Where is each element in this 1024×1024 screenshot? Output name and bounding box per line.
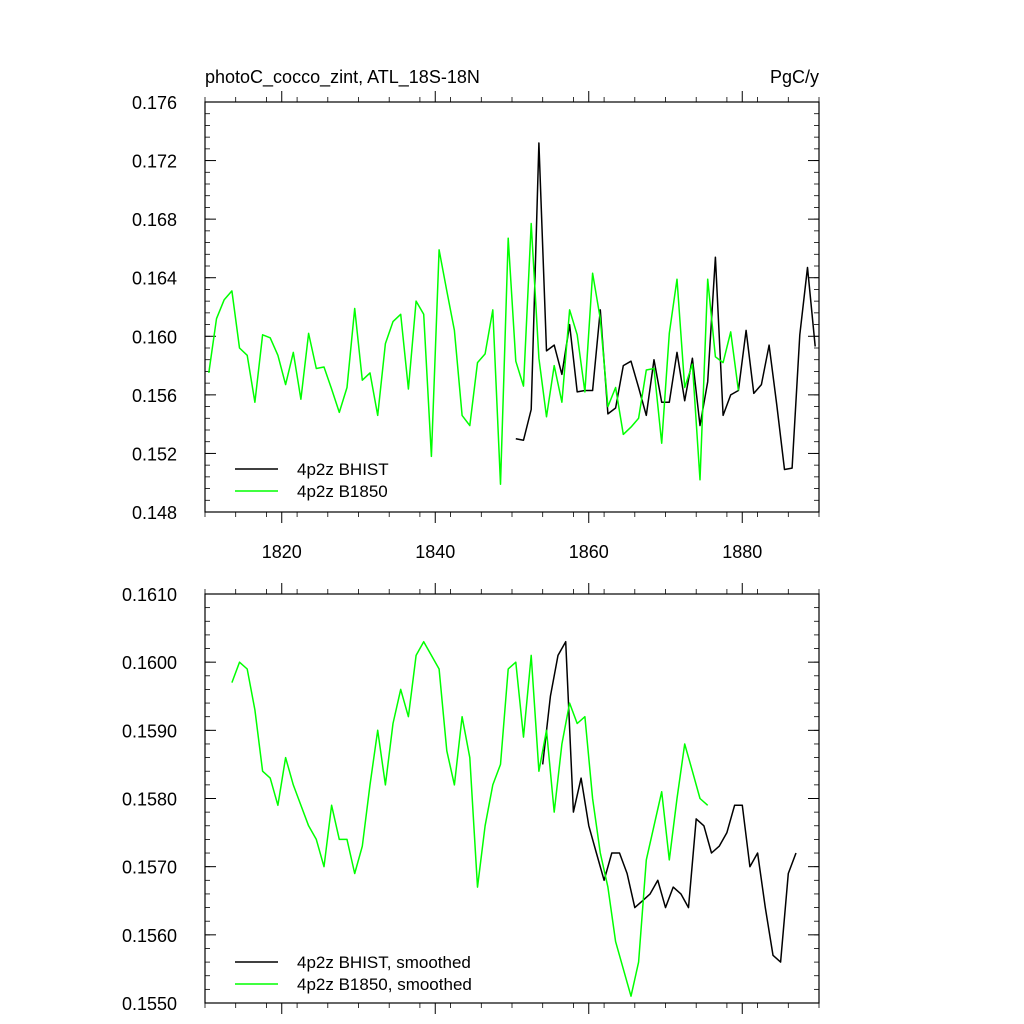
y-tick-label: 0.152 <box>132 444 177 464</box>
x-tick-label: 1880 <box>722 542 762 562</box>
series-line-bhist <box>515 142 816 471</box>
y-tick-label: 0.1580 <box>122 790 177 810</box>
legend-entry: 4p2z BHIST, smoothed <box>297 953 471 972</box>
series-line-b1850 <box>231 640 709 997</box>
y-tick-label: 0.168 <box>132 210 177 230</box>
y-tick-label: 0.1550 <box>122 994 177 1014</box>
bottom-panel: 0.1550 0.1560 0.1570 0.1580 0.1590 0.1600 0.16… <box>122 583 820 1014</box>
y-tick-label: 0.1560 <box>122 926 177 946</box>
legend-entry: 4p2z B1850, smoothed <box>297 975 472 994</box>
x-tick-label: 1820 <box>262 542 302 562</box>
series-line-bhist <box>541 640 797 963</box>
series-line-b1850 <box>208 222 740 485</box>
x-tick-label: 1840 <box>415 542 455 562</box>
y-tick-label: 0.1590 <box>122 721 177 741</box>
y-tick-label: 0.172 <box>132 152 177 172</box>
y-tick-label: 0.148 <box>132 503 177 523</box>
units-label: PgC/y <box>770 67 819 87</box>
y-tick-label: 0.156 <box>132 386 177 406</box>
y-tick-label: 0.1610 <box>122 585 177 605</box>
top-panel: 0.148 0.152 0.156 0.160 0.164 0.168 0.172 0.176… <box>132 67 820 562</box>
y-tick-label: 0.1570 <box>122 858 177 878</box>
chart-title: photoC_cocco_zint, ATL_18S-18N <box>205 67 480 88</box>
y-tick-label: 0.1600 <box>122 653 177 673</box>
y-tick-label: 0.164 <box>132 269 177 289</box>
legend-entry: 4p2z BHIST <box>297 460 389 479</box>
legend-entry: 4p2z B1850 <box>297 482 388 501</box>
y-tick-label: 0.176 <box>132 93 177 113</box>
x-tick-label: 1860 <box>569 542 609 562</box>
y-tick-label: 0.160 <box>132 327 177 347</box>
plot-frame <box>204 593 820 1004</box>
